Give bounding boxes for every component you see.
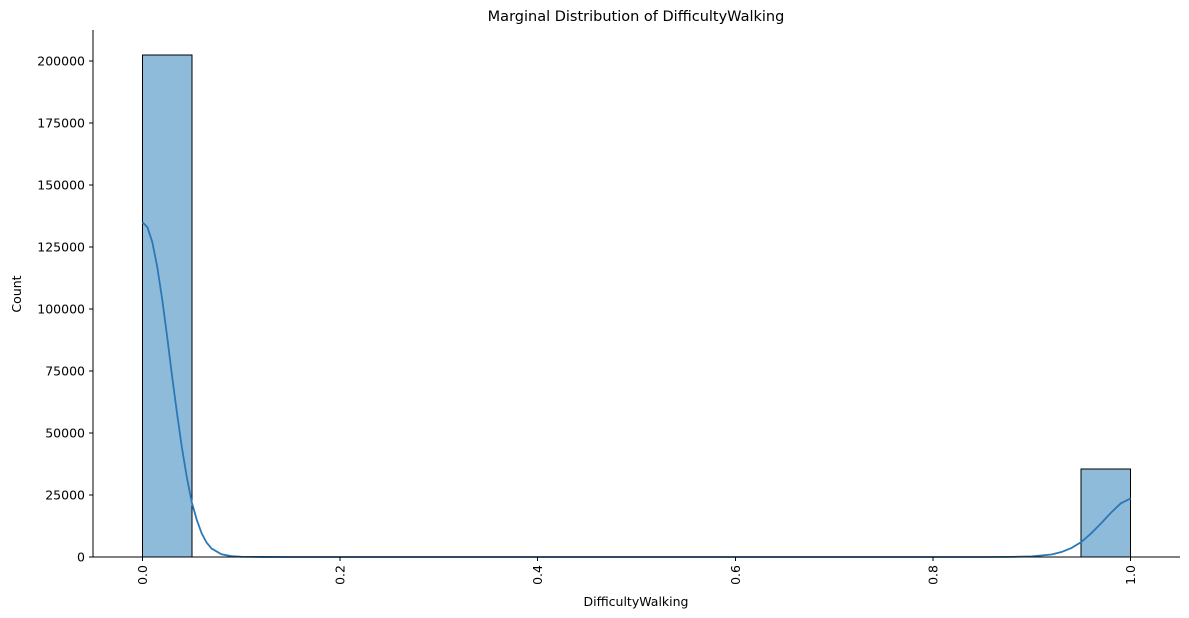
x-tick-label: 0.8 [925, 565, 940, 585]
y-tick-label: 25000 [45, 488, 85, 503]
y-tick-label: 75000 [45, 364, 85, 379]
y-tick-label: 150000 [37, 178, 85, 193]
x-axis-label: DifficultyWalking [583, 594, 688, 609]
y-tick-label: 175000 [37, 116, 85, 131]
y-tick-label: 50000 [45, 426, 85, 441]
y-tick-label: 100000 [37, 302, 85, 317]
y-axis-label: Count [9, 275, 24, 312]
x-tick-label: 0.0 [135, 565, 150, 585]
chart-title: Marginal Distribution of DifficultyWalki… [488, 9, 785, 25]
x-tick-label: 0.6 [728, 565, 743, 585]
y-ticks: 0 25000 50000 75000 100000 125000 150000 175000… [37, 54, 93, 565]
x-ticks: 0.0 0.2 0.4 0.6 0.8 1.0 [135, 557, 1138, 585]
kde-line [141, 221, 1131, 558]
y-tick-label: 125000 [37, 240, 85, 255]
bars-layer [141, 54, 1132, 558]
x-tick-label: 0.2 [333, 565, 348, 585]
histogram-bar-1 [1080, 468, 1132, 558]
axes-layer [92, 30, 1180, 558]
y-tick-label: 0 [77, 550, 85, 565]
x-tick-label: 0.4 [530, 565, 545, 585]
histogram-bar-0 [141, 54, 193, 558]
y-tick-label: 200000 [37, 54, 85, 69]
x-tick-label: 1.0 [1123, 565, 1138, 585]
